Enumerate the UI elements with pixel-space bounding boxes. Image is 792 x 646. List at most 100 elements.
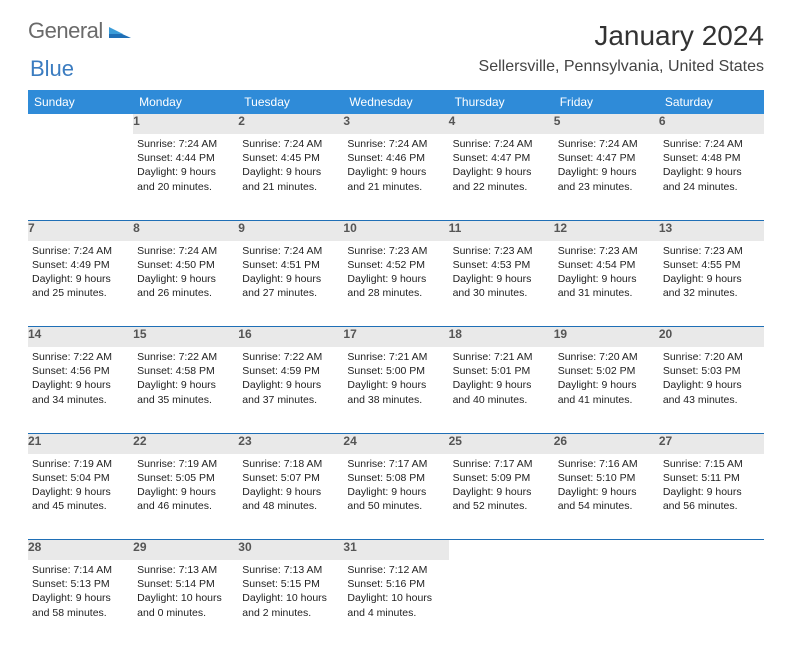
sunset-text: Sunset: 5:05 PM (137, 471, 234, 485)
day-cell: Sunrise: 7:24 AMSunset: 4:47 PMDaylight:… (449, 134, 554, 220)
day-info: Sunrise: 7:23 AMSunset: 4:52 PMDaylight:… (343, 241, 448, 307)
week-info-row: Sunrise: 7:24 AM Sunset: 4:44 PM Daylight:… (28, 134, 764, 220)
day-cell: Sunrise: 7:23 AMSunset: 4:55 PMDaylight:… (659, 241, 764, 327)
day2-text: and 4 minutes. (347, 606, 444, 620)
day-info: Sunrise: 7:24 AMSunset: 4:44 PMDaylight:… (133, 134, 238, 200)
dayname-mon: Monday (133, 90, 238, 114)
day1-text: Daylight: 9 hours (242, 272, 339, 286)
day-number: 28 (28, 540, 133, 560)
dayname-thu: Thursday (449, 90, 554, 114)
day-cell: Sunrise: 7:13 AMSunset: 5:15 PMDaylight:… (238, 560, 343, 646)
sunrise-text: Sunrise: 7:21 AM (347, 350, 444, 364)
day-info: Sunrise: 7:13 AMSunset: 5:14 PMDaylight:… (133, 560, 238, 626)
day2-text: and 20 minutes. (137, 180, 234, 194)
sunrise-text: Sunrise: 7:15 AM (663, 457, 760, 471)
day-info: Sunrise: 7:22 AMSunset: 4:56 PMDaylight:… (28, 347, 133, 413)
day-info: Sunrise: 7:23 AMSunset: 4:55 PMDaylight:… (659, 241, 764, 307)
sunset-text: Sunset: 4:59 PM (242, 364, 339, 378)
day-cell: Sunrise: 7:21 AMSunset: 5:01 PMDaylight:… (449, 347, 554, 433)
day1-text: Daylight: 10 hours (347, 591, 444, 605)
day-info: Sunrise: 7:24 AMSunset: 4:48 PMDaylight:… (659, 134, 764, 200)
sunrise-text: Sunrise: 7:19 AM (137, 457, 234, 471)
day-info: Sunrise: 7:17 AMSunset: 5:08 PMDaylight:… (343, 454, 448, 520)
day-number: 25 (449, 434, 554, 454)
day2-text: and 26 minutes. (137, 286, 234, 300)
sunrise-text: Sunrise: 7:24 AM (558, 137, 655, 151)
sunrise-text: Sunrise: 7:24 AM (347, 137, 444, 151)
sunset-text: Sunset: 4:54 PM (558, 258, 655, 272)
day1-text: Daylight: 9 hours (453, 165, 550, 179)
day1-text: Daylight: 9 hours (347, 165, 444, 179)
day2-text: and 38 minutes. (347, 393, 444, 407)
day2-text: and 31 minutes. (558, 286, 655, 300)
day1-text: Daylight: 9 hours (663, 378, 760, 392)
sunset-text: Sunset: 4:58 PM (137, 364, 234, 378)
day-number: 29 (133, 540, 238, 560)
location-text: Sellersville, Pennsylvania, United State… (479, 58, 764, 76)
day-cell: Sunrise: 7:21 AMSunset: 5:00 PMDaylight:… (343, 347, 448, 433)
sunset-text: Sunset: 4:51 PM (242, 258, 339, 272)
day-cell: Sunrise: 7:17 AMSunset: 5:08 PMDaylight:… (343, 454, 448, 540)
logo-flag-icon (109, 20, 133, 43)
day-cell: Sunrise: 7:22 AMSunset: 4:56 PMDaylight:… (28, 347, 133, 433)
day-cell: Sunrise: 7:15 AMSunset: 5:11 PMDaylight:… (659, 454, 764, 540)
day-cell: Sunrise: 7:20 AMSunset: 5:03 PMDaylight:… (659, 347, 764, 433)
day-cell: Sunrise: 7:22 AMSunset: 4:59 PMDaylight:… (238, 347, 343, 433)
day-cell: Sunrise: 7:24 AMSunset: 4:48 PMDaylight:… (659, 134, 764, 220)
day2-text: and 27 minutes. (242, 286, 339, 300)
day-info (449, 560, 554, 569)
day2-text: and 54 minutes. (558, 499, 655, 513)
day2-text: and 52 minutes. (453, 499, 550, 513)
month-title: January 2024 (479, 20, 764, 52)
day-info: Sunrise: 7:18 AMSunset: 5:07 PMDaylight:… (238, 454, 343, 520)
day2-text: and 35 minutes. (137, 393, 234, 407)
day2-text: and 23 minutes. (558, 180, 655, 194)
day-number: 12 (554, 221, 659, 241)
day1-text: Daylight: 9 hours (242, 165, 339, 179)
day2-text: and 40 minutes. (453, 393, 550, 407)
day-number: 1 (133, 114, 238, 134)
day2-text: and 25 minutes. (32, 286, 129, 300)
day-info (28, 134, 133, 143)
sunrise-text: Sunrise: 7:17 AM (453, 457, 550, 471)
week-daynum-row: 78910111213 (28, 221, 764, 241)
day-number: 27 (659, 434, 764, 454)
sunrise-text: Sunrise: 7:22 AM (242, 350, 339, 364)
day-number (554, 540, 659, 560)
sunset-text: Sunset: 4:53 PM (453, 258, 550, 272)
day-info: Sunrise: 7:13 AMSunset: 5:15 PMDaylight:… (238, 560, 343, 626)
day1-text: Daylight: 9 hours (242, 378, 339, 392)
day2-text: and 37 minutes. (242, 393, 339, 407)
day1-text: Daylight: 9 hours (32, 591, 129, 605)
sunset-text: Sunset: 4:52 PM (347, 258, 444, 272)
dayname-fri: Friday (554, 90, 659, 114)
day2-text: and 34 minutes. (32, 393, 129, 407)
sunrise-text: Sunrise: 7:22 AM (32, 350, 129, 364)
day-cell: Sunrise: 7:24 AMSunset: 4:47 PMDaylight:… (554, 134, 659, 220)
day2-text: and 45 minutes. (32, 499, 129, 513)
week-info-row: Sunrise: 7:14 AMSunset: 5:13 PMDaylight:… (28, 560, 764, 646)
sunset-text: Sunset: 4:44 PM (137, 151, 234, 165)
sunrise-text: Sunrise: 7:23 AM (347, 244, 444, 258)
sunrise-text: Sunrise: 7:12 AM (347, 563, 444, 577)
day-cell (659, 560, 764, 646)
day-cell: Sunrise: 7:17 AMSunset: 5:09 PMDaylight:… (449, 454, 554, 540)
week-info-row: Sunrise: 7:22 AMSunset: 4:56 PMDaylight:… (28, 347, 764, 433)
day-number: 22 (133, 434, 238, 454)
day-info: Sunrise: 7:23 AMSunset: 4:54 PMDaylight:… (554, 241, 659, 307)
day-info (659, 560, 764, 569)
day-info: Sunrise: 7:19 AMSunset: 5:04 PMDaylight:… (28, 454, 133, 520)
day2-text: and 56 minutes. (663, 499, 760, 513)
day-number: 11 (449, 221, 554, 241)
sunrise-text: Sunrise: 7:20 AM (663, 350, 760, 364)
sunset-text: Sunset: 5:16 PM (347, 577, 444, 591)
day-number: 15 (133, 327, 238, 347)
sunset-text: Sunset: 4:47 PM (453, 151, 550, 165)
sunrise-text: Sunrise: 7:24 AM (32, 244, 129, 258)
day2-text: and 21 minutes. (347, 180, 444, 194)
sunset-text: Sunset: 4:47 PM (558, 151, 655, 165)
day-cell (554, 560, 659, 646)
day-info: Sunrise: 7:19 AMSunset: 5:05 PMDaylight:… (133, 454, 238, 520)
day-number: 31 (343, 540, 448, 560)
day-number: 8 (133, 221, 238, 241)
